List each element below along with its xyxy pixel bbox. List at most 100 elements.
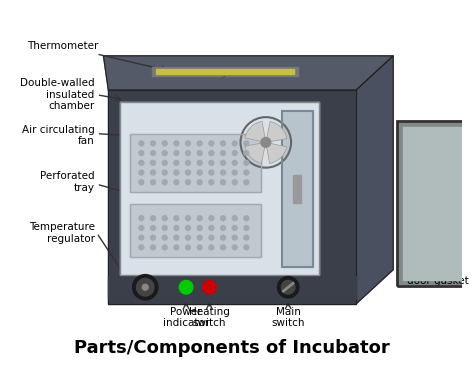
Wedge shape (266, 121, 287, 142)
Circle shape (277, 277, 299, 298)
Circle shape (139, 141, 144, 146)
Text: Asbestos
door gasket: Asbestos door gasket (407, 265, 469, 286)
Circle shape (162, 151, 167, 155)
Circle shape (142, 284, 148, 290)
Bar (283, 111, 313, 267)
Circle shape (174, 170, 179, 175)
Circle shape (197, 141, 202, 146)
Circle shape (174, 245, 179, 250)
Circle shape (186, 225, 191, 230)
Bar (109, 90, 356, 304)
Circle shape (186, 245, 191, 250)
Circle shape (174, 141, 179, 146)
Bar (130, 204, 261, 257)
Bar (109, 90, 356, 304)
Bar (293, 175, 301, 203)
Text: Outside
door: Outside door (415, 173, 461, 201)
Circle shape (151, 216, 155, 221)
Circle shape (220, 235, 226, 240)
Circle shape (209, 160, 214, 165)
Circle shape (261, 138, 271, 147)
Circle shape (232, 180, 237, 185)
Circle shape (139, 151, 144, 155)
Polygon shape (356, 56, 393, 304)
Circle shape (232, 160, 237, 165)
Circle shape (232, 170, 237, 175)
Circle shape (151, 141, 155, 146)
Circle shape (220, 151, 226, 155)
Circle shape (174, 151, 179, 155)
Circle shape (151, 235, 155, 240)
Circle shape (209, 141, 214, 146)
Circle shape (139, 170, 144, 175)
Bar (397, 121, 474, 286)
Text: Parts/Components of Incubator: Parts/Components of Incubator (74, 338, 390, 356)
Bar (156, 68, 294, 74)
Bar (120, 102, 319, 275)
Circle shape (151, 151, 155, 155)
Bar (130, 204, 261, 257)
Circle shape (220, 141, 226, 146)
Circle shape (162, 216, 167, 221)
Circle shape (137, 278, 154, 296)
Circle shape (197, 180, 202, 185)
Circle shape (197, 216, 202, 221)
Bar (120, 102, 319, 275)
Circle shape (197, 170, 202, 175)
Circle shape (197, 151, 202, 155)
Circle shape (282, 280, 295, 294)
Circle shape (209, 225, 214, 230)
Circle shape (232, 245, 237, 250)
Circle shape (209, 216, 214, 221)
Circle shape (139, 235, 144, 240)
Circle shape (186, 235, 191, 240)
Circle shape (139, 160, 144, 165)
Text: Power
indicator: Power indicator (163, 307, 209, 328)
Circle shape (151, 170, 155, 175)
Circle shape (174, 160, 179, 165)
Circle shape (244, 245, 249, 250)
Wedge shape (245, 121, 266, 142)
Circle shape (162, 170, 167, 175)
Circle shape (197, 235, 202, 240)
Text: Heating
switch: Heating switch (189, 307, 230, 328)
Circle shape (220, 216, 226, 221)
Circle shape (139, 216, 144, 221)
Text: Air circulating
fan: Air circulating fan (22, 125, 95, 146)
Circle shape (139, 245, 144, 250)
Bar (109, 275, 356, 299)
Text: Inner
door: Inner door (284, 199, 311, 220)
Circle shape (244, 160, 249, 165)
Circle shape (139, 225, 144, 230)
Circle shape (220, 225, 226, 230)
Bar (130, 134, 261, 192)
Circle shape (133, 275, 158, 300)
Circle shape (162, 235, 167, 240)
Bar (403, 127, 474, 280)
Circle shape (151, 225, 155, 230)
Bar (397, 121, 474, 286)
Text: Double-walled
insulated
chamber: Double-walled insulated chamber (20, 78, 95, 112)
Circle shape (232, 235, 237, 240)
Circle shape (186, 151, 191, 155)
Circle shape (197, 245, 202, 250)
Circle shape (186, 160, 191, 165)
Circle shape (244, 216, 249, 221)
Circle shape (232, 216, 237, 221)
Circle shape (197, 225, 202, 230)
Text: Main
switch: Main switch (272, 307, 305, 328)
Circle shape (209, 151, 214, 155)
Circle shape (162, 141, 167, 146)
Wedge shape (266, 142, 287, 163)
Circle shape (220, 180, 226, 185)
Circle shape (244, 151, 249, 155)
Text: Temperature
regulator: Temperature regulator (29, 222, 95, 244)
Circle shape (151, 180, 155, 185)
Circle shape (232, 225, 237, 230)
Circle shape (244, 170, 249, 175)
Circle shape (151, 245, 155, 250)
Circle shape (162, 245, 167, 250)
Circle shape (186, 180, 191, 185)
Bar (130, 134, 261, 192)
Circle shape (209, 180, 214, 185)
